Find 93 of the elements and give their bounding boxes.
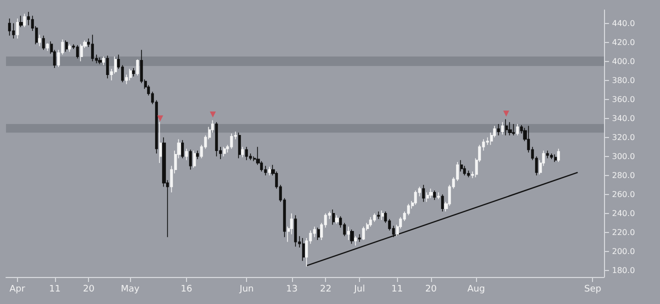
candlestick (8, 18, 11, 36)
candlestick (12, 22, 15, 39)
candlestick (516, 124, 519, 136)
candlestick (354, 236, 357, 246)
candlestick (76, 44, 79, 59)
candlestick (546, 150, 549, 159)
candlestick (350, 229, 354, 244)
candlestick (230, 133, 233, 150)
candlestick (294, 214, 297, 247)
y-tick-label: 320.0 (612, 132, 635, 142)
x-tick-label: 11 (49, 284, 61, 294)
candlestick (433, 190, 436, 200)
candlestick (245, 146, 248, 161)
candlestick (196, 150, 199, 160)
candlestick (42, 35, 45, 50)
x-tick-label: 20 (83, 284, 95, 294)
x-tick-label: 16 (180, 284, 193, 294)
candlestick (441, 194, 444, 212)
candlestick (238, 132, 241, 159)
candlestick (98, 57, 102, 65)
candlestick (241, 146, 244, 158)
candlestick (302, 238, 305, 262)
candlestick (185, 148, 188, 161)
x-tick-label: Sep (584, 284, 602, 294)
candlestick (189, 149, 192, 170)
x-tick-label: May (120, 284, 140, 294)
candlestick (460, 160, 463, 172)
candlestick (497, 124, 500, 136)
y-tick-label: 300.0 (612, 152, 635, 161)
candlestick (264, 165, 267, 176)
y-tick-label: 400.0 (612, 56, 635, 66)
candlestick (102, 56, 105, 66)
x-tick-label: 20 (425, 284, 437, 294)
candlestick (268, 166, 271, 176)
candlestick (426, 192, 429, 202)
candlestick (181, 140, 184, 159)
candlestick (19, 15, 23, 28)
candlestick (437, 192, 440, 200)
candlestick (362, 226, 365, 240)
candlestick (159, 122, 162, 164)
candlestick (347, 226, 350, 240)
candlestick (550, 153, 553, 160)
y-tick-label: 340.0 (612, 114, 635, 123)
candlestick (46, 42, 49, 52)
x-tick-label: Apr (9, 284, 26, 294)
candlestick (377, 211, 380, 220)
candlestick (136, 59, 139, 76)
candlestick (335, 214, 339, 224)
candlestick (106, 55, 109, 79)
candlestick (80, 44, 83, 62)
candlestick (557, 148, 560, 162)
candlestick (332, 209, 335, 226)
candlestick (369, 216, 372, 228)
x-tick-label: Jun (238, 284, 254, 294)
candlestick (23, 13, 26, 28)
candlestick (193, 150, 196, 168)
candlestick (381, 210, 384, 220)
x-tick-label: 22 (320, 284, 332, 294)
y-tick-label: 280.0 (612, 170, 635, 180)
y-tick-label: 440.0 (612, 18, 635, 28)
candlestick (65, 40, 68, 52)
y-tick-label: 260.0 (612, 190, 635, 199)
candlestick (414, 190, 417, 206)
candlestick (91, 34, 94, 62)
x-tick-label: Jul (353, 284, 365, 294)
x-tick-label: 11 (391, 284, 403, 294)
x-tick-label: 13 (286, 284, 298, 294)
candlestick (554, 154, 557, 162)
candlestick (358, 234, 361, 242)
candlestick (16, 18, 19, 39)
candlestick (223, 146, 226, 157)
candlestick (467, 170, 470, 178)
candlestick (505, 118, 508, 136)
candlestick (422, 184, 425, 202)
candlestick (501, 122, 504, 135)
y-tick-label: 380.0 (612, 76, 635, 85)
candlestick (38, 34, 41, 47)
candlestick (508, 122, 512, 136)
y-tick-label: 180.0 (612, 266, 635, 275)
y-tick-label: 200.0 (612, 246, 635, 256)
candlestick (68, 44, 71, 52)
candlestick (215, 122, 218, 157)
candlestick (129, 68, 132, 81)
y-tick-label: 360.0 (612, 94, 635, 104)
candlestick (317, 227, 320, 240)
candlestick (429, 188, 433, 199)
y-tick-label: 220.0 (612, 228, 635, 237)
candlestick (512, 124, 515, 136)
y-tick-label: 240.0 (612, 208, 635, 218)
candlestick (373, 212, 376, 222)
x-tick-label: Aug (467, 284, 485, 294)
candlestick (132, 68, 135, 77)
y-tick-label: 420.0 (612, 38, 635, 47)
